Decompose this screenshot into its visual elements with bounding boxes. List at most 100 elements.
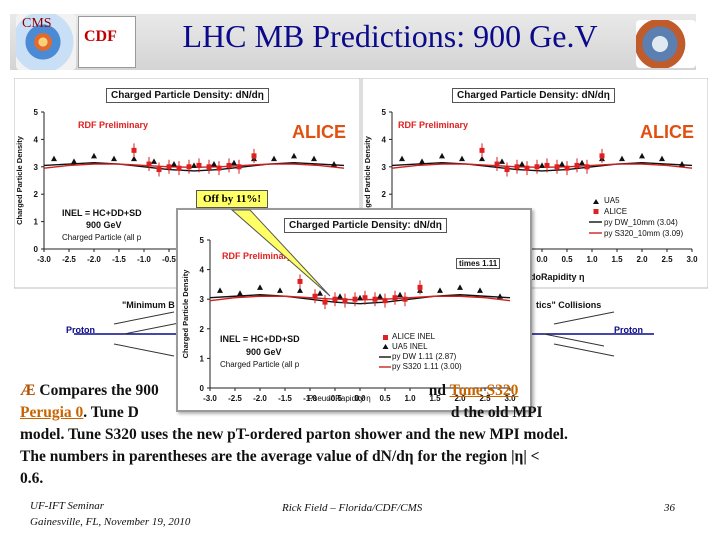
alice-point [584,164,590,170]
center-plot: 0 1 2 3 4 5 -3.0 -2.5 -2.0 -1.5 -1.0 -0.5 0.0 0.5 1.0 1… [181,236,516,403]
x-tick-label: 1.0 [586,255,598,264]
footer-place-date: Gainesville, FL, November 19, 2010 [30,516,191,528]
right-alice-logo: ALICE [640,122,694,142]
y-tick-label: 2 [382,190,387,199]
ua5-point [131,155,137,162]
alice-point [514,164,520,170]
diagram-track [543,333,605,347]
center-legend-dw: py DW 1.11 (2.87) [392,352,457,361]
body-line-2: Perugia 0. Tune D d the old MPI [20,402,710,424]
left-alice-logo: ALICE [292,122,346,142]
x-tick-label: -2.5 [228,394,242,403]
ua5-point [459,155,465,162]
ua5-point [679,161,685,167]
center-x-axis-label: PseudoRapidity η [308,394,371,403]
x-tick-label: 1.5 [429,394,441,403]
center-inel-line2: 900 GeV [246,347,282,357]
x-tick-label: -1.5 [112,255,126,264]
ua5-point [111,155,117,162]
y-tick-label: 0 [34,245,39,254]
ua5-point [357,294,363,301]
alice-point [554,164,560,170]
body-line-5: 0.6. [20,470,44,487]
right-legend-alice: ALICE [604,207,628,216]
x-tick-label: -2.5 [62,255,76,264]
alice-point [251,153,257,159]
y-tick-label: 5 [200,236,205,245]
proton-right-label: Proton [614,325,643,335]
body-line-3: model. Tune S320 uses the new pT-ordered… [20,426,568,443]
diagram-track [123,321,185,335]
cdf-logo [78,16,136,68]
legend-ua5-swatch [593,199,599,204]
left-diagram-caption: "Minimum B [122,300,175,310]
ua5-point [519,161,525,167]
ua5-point [337,293,343,299]
alice-point [574,162,580,168]
alice-point [479,147,485,153]
footer-left: UF-IFT Seminar Gainesville, FL, November… [30,498,190,530]
center-legend-alice: ALICE INEL [392,332,436,341]
y-tick-label: 4 [200,266,205,275]
ua5-point [237,290,243,296]
ua5-point [91,152,97,159]
x-tick-label: -3.0 [203,394,217,403]
gator-logo [636,20,696,68]
x-tick-label: -1.0 [137,255,151,264]
x-tick-label: 3.0 [504,394,516,403]
body-line-1-start: Compares the 900 [39,382,159,399]
bullet-icon: Æ [20,382,36,399]
y-tick-label: 0 [200,384,205,393]
center-legend-ua5: UA5 INEL [392,342,428,351]
alice-point [236,164,242,170]
y-tick-label: 5 [34,108,39,117]
left-charged-label: Charged Particle (all p [62,233,142,242]
alice-point [352,296,358,302]
x-tick-label: 1.5 [611,255,623,264]
x-tick-label: 0.5 [379,394,391,403]
cdf-logo-text: CDF [84,28,117,45]
alice-point [332,296,338,302]
body-line-4: The numbers in parentheses are the avera… [20,448,540,465]
x-tick-label: -1.0 [303,394,317,403]
x-tick-label: 0.5 [561,255,573,264]
ua5-point [639,152,645,159]
ua5-point [257,284,263,290]
perugia-0-link[interactable]: Perugia 0 [20,404,84,421]
y-tick-label: 1 [34,218,39,227]
tune-s320-link[interactable]: Tune S320 [449,382,519,399]
ua5-point [51,155,57,162]
y-tick-label: 4 [34,135,39,144]
ua5-point [497,293,503,299]
alice-point [402,296,408,302]
ua5-point [397,291,403,298]
center-legend-ua5-swatch [382,344,389,349]
ua5-point [211,161,217,167]
ua5-point [659,155,665,162]
center-charged-label: Charged Particle (all p [220,360,300,369]
alice-point [382,298,388,304]
alice-point [176,165,182,171]
ua5-point [419,158,425,164]
right-legend-ua5: UA5 [604,196,620,205]
ua5-point [271,155,277,162]
x-tick-label: -0.5 [162,255,176,264]
alice-point [312,293,318,299]
y-tick-label: 5 [382,108,387,117]
body-line-2-end: d the old MPI [450,404,543,421]
body-text: Æ Compares the 900 nd Tune S320 Perugia 0… [20,380,710,490]
y-axis-label: Charged Particle Density [15,135,24,225]
x-tick-label: 2.5 [661,255,673,264]
ua5-point [539,162,545,168]
ua5-point [151,158,157,164]
y-tick-label: 2 [200,325,205,334]
page-number: 36 [664,502,675,514]
right-plot-title: Charged Particle Density: dN/dη [452,88,615,103]
x-tick-label: 0.0 [354,394,366,403]
alice-point [392,295,398,301]
ua5-point [311,155,317,162]
x-tick-label: 0.0 [536,255,548,264]
ua5-point [579,159,585,166]
ua5-point [619,155,625,162]
alice-point [196,162,202,168]
